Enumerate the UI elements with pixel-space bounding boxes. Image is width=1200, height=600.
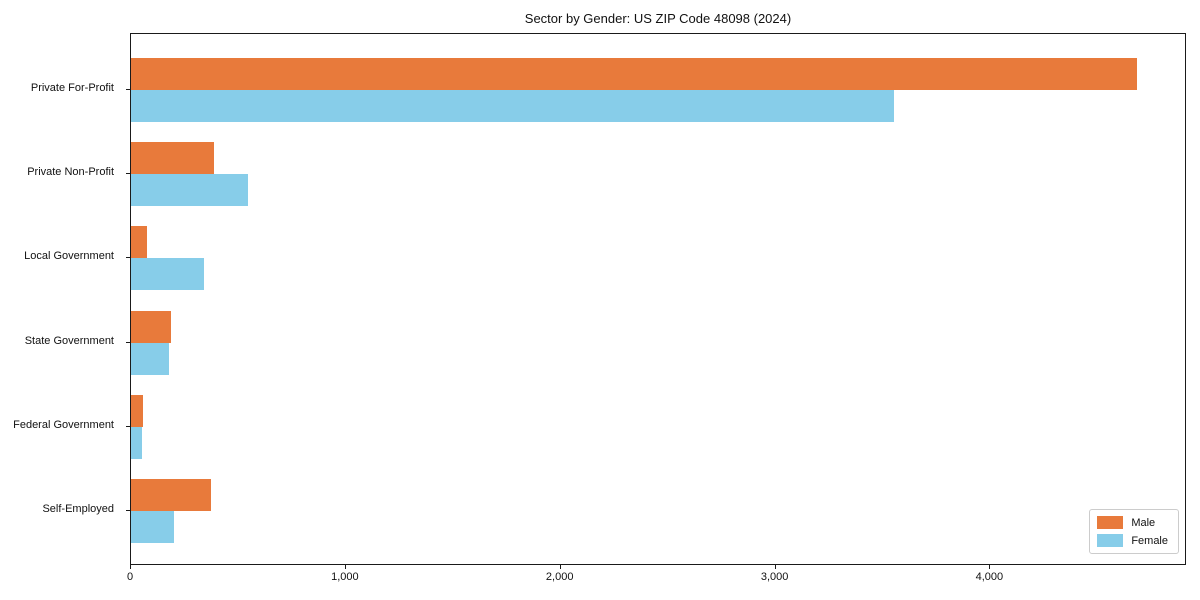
bar-female-3 [131, 343, 169, 375]
legend-item-female: Female [1097, 534, 1168, 547]
x-axis-tick [989, 565, 991, 569]
x-tick-label: 0 [126, 571, 134, 583]
legend-swatch-male [1097, 516, 1124, 529]
x-axis-tick [559, 565, 561, 569]
bar-female-1 [131, 174, 249, 206]
bar-male-0 [131, 58, 1137, 90]
bar-male-5 [131, 479, 211, 511]
bar-female-2 [131, 258, 204, 290]
y-axis-tick [126, 342, 130, 343]
x-axis-tick [130, 565, 131, 569]
y-tick-label: State Government [24, 335, 114, 347]
bar-male-1 [131, 142, 214, 174]
bar-male-4 [131, 395, 143, 427]
bar-male-2 [131, 226, 148, 258]
legend-item-male: Male [1097, 516, 1168, 529]
legend-label: Female [1131, 534, 1168, 547]
plot-area: Male Female [130, 33, 1186, 565]
legend-swatch-female [1097, 534, 1124, 547]
y-axis-tick [126, 173, 130, 174]
y-axis-tick [126, 510, 130, 511]
y-tick-label: Private Non-Profit [27, 166, 114, 178]
x-tick-label: 2,000 [545, 571, 574, 583]
x-tick-label: 4,000 [975, 571, 1004, 583]
x-tick-label: 1,000 [331, 571, 359, 583]
x-tick-label: 3,000 [760, 571, 789, 583]
legend-label: Male [1131, 516, 1156, 529]
y-axis-tick [126, 426, 130, 427]
bar-female-5 [131, 511, 174, 543]
y-tick-label: Self-Employed [42, 503, 114, 515]
bar-female-0 [131, 90, 894, 122]
x-axis-tick [774, 565, 776, 569]
y-axis-tick [126, 257, 130, 258]
y-axis-tick [126, 89, 130, 90]
bar-female-4 [131, 427, 142, 459]
x-axis-tick [344, 565, 346, 569]
legend: Male Female [1089, 509, 1179, 554]
y-tick-label: Federal Government [13, 419, 114, 431]
chart-title: Sector by Gender: US ZIP Code 48098 (202… [524, 11, 792, 26]
bar-male-3 [131, 311, 171, 343]
y-tick-label: Private For-Profit [30, 82, 114, 94]
y-tick-label: Local Government [24, 250, 114, 262]
